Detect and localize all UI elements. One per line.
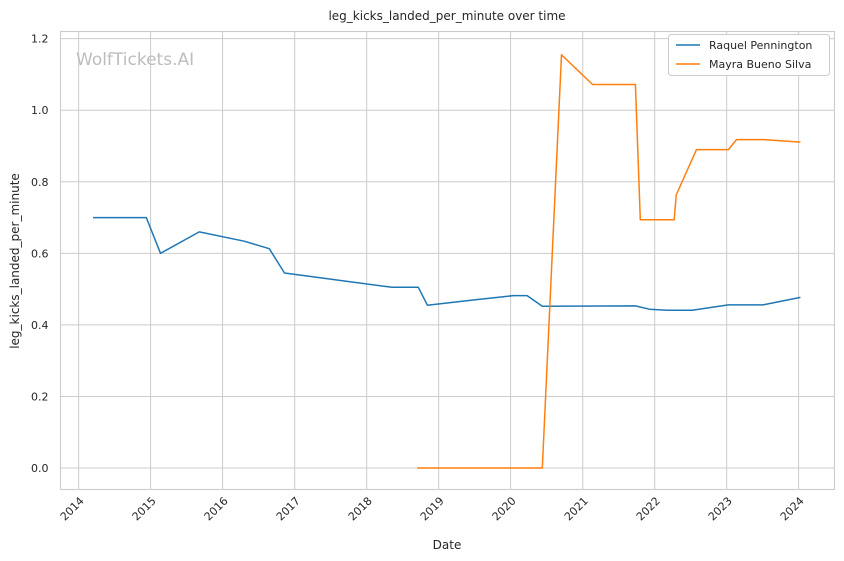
chart-title: leg_kicks_landed_per_minute over time [328,9,565,23]
legend-box [668,34,830,76]
x-tick-label: 2014 [58,494,87,523]
y-tick-label: 0.8 [31,176,49,189]
x-tick-label: 2019 [418,494,447,523]
x-axis-label: Date [433,538,462,552]
series-line-raquel-pennington [93,216,801,311]
plot-frame [59,30,836,491]
grid [60,31,835,490]
x-tick-label: 2023 [706,494,735,523]
legend: Raquel Pennington Mayra Bueno Silva [668,34,830,76]
y-tick-label: 0.4 [31,319,49,332]
series-line-mayra-bueno-silva [417,54,801,469]
y-tick-label: 0.2 [31,390,49,403]
legend-label-mayra-bueno-silva: Mayra Bueno Silva [709,58,811,71]
x-tick-label: 2021 [562,494,591,523]
y-tick-label: 0.6 [31,247,49,260]
y-axis-label: leg_kicks_landed_per_minute [8,173,22,349]
x-tick-label: 2017 [274,494,303,523]
watermark: WolfTickets.AI [76,50,194,70]
x-tick-label: 2020 [490,494,519,523]
x-tick-label: 2018 [346,494,375,523]
x-tick-label: 2016 [202,494,231,523]
series-lines [93,54,801,469]
y-tick-label: 1.2 [31,33,49,46]
x-tick-label: 2022 [634,494,663,523]
legend-label-raquel-pennington: Raquel Pennington [709,39,812,52]
x-tick-label: 2015 [130,494,159,523]
y-tick-label: 0.0 [31,462,49,475]
axis-ticks: 0.0 0.2 0.4 0.6 0.8 1.0 1.2 2014 2015 2016 2017 201… [31,33,807,524]
y-tick-label: 1.0 [31,104,49,117]
x-tick-label: 2024 [778,494,807,523]
